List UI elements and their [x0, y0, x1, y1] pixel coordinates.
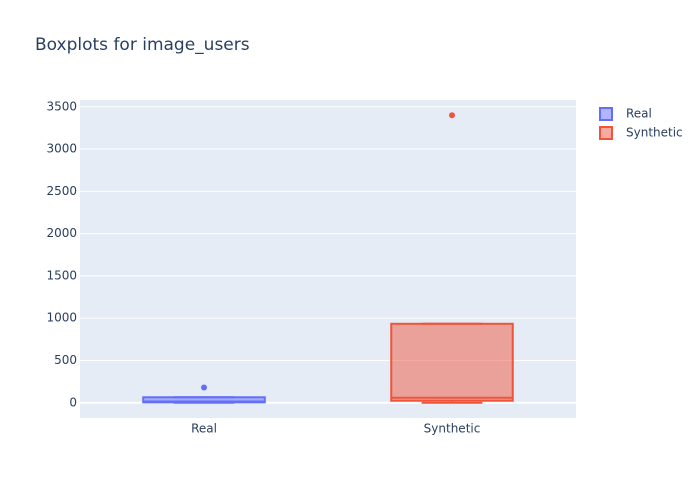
- y-tick-label: 0: [69, 395, 77, 409]
- legend-swatch[interactable]: [599, 126, 613, 140]
- y-tick-label: 3000: [46, 142, 77, 156]
- outlier: [201, 384, 207, 391]
- box: [390, 322, 514, 402]
- y-tick-label: 3500: [46, 99, 77, 113]
- x-tick-label: Synthetic: [424, 422, 481, 436]
- chart-title: Boxplots for image_users: [35, 35, 250, 55]
- x-tick-label: Real: [191, 422, 217, 436]
- y-tick-label: 500: [54, 353, 77, 367]
- y-tick-label: 1000: [46, 311, 77, 325]
- y-tick-label: 2000: [46, 226, 77, 240]
- outlier: [449, 112, 455, 119]
- y-tick-label: 1500: [46, 268, 77, 282]
- legend-swatch[interactable]: [599, 107, 613, 121]
- legend-label[interactable]: Real: [626, 107, 652, 121]
- legend-label[interactable]: Synthetic: [626, 126, 683, 140]
- y-tick-label: 2500: [46, 184, 77, 198]
